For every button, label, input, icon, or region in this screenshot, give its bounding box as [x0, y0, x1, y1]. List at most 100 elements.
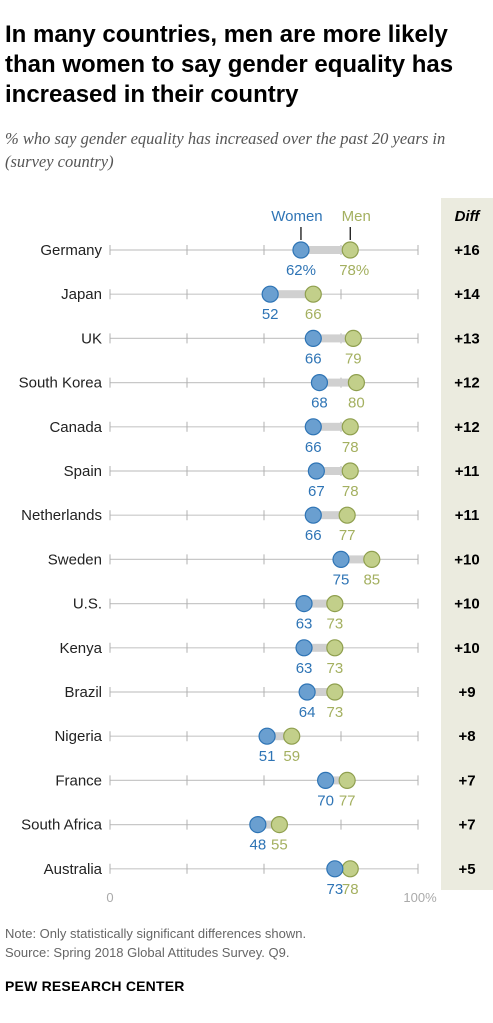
women-dot	[332, 550, 350, 569]
women-dot	[307, 462, 325, 480]
dot-plot-chart: Diff Women Men 62% 78% Germany +16 52 66 Japan +14…	[19, 198, 493, 905]
country-label: Germany	[40, 242, 102, 259]
gap-connector	[304, 643, 335, 652]
men-dot	[341, 462, 359, 480]
gap-connector	[313, 511, 348, 520]
gap-connector	[319, 378, 357, 387]
country-label: Canada	[49, 419, 102, 436]
women-dot	[292, 241, 310, 259]
diff-value: +7	[458, 772, 475, 789]
diff-value: +5	[458, 861, 475, 878]
women-value-label: 75	[333, 571, 350, 588]
diff-column-background	[441, 198, 493, 890]
men-value-label: 85	[363, 571, 380, 588]
men-dot	[338, 506, 356, 524]
women-dot	[298, 683, 316, 701]
women-value-label: 64	[299, 704, 316, 721]
diff-header: Diff	[455, 208, 482, 225]
women-dot	[326, 860, 344, 878]
men-value-label: 77	[339, 792, 356, 809]
women-value-label: 66	[305, 527, 322, 544]
men-dot	[347, 374, 365, 392]
country-label: Kenya	[59, 640, 102, 657]
country-label: Australia	[44, 861, 103, 878]
gap-connector	[341, 555, 372, 564]
men-value-label: 73	[326, 616, 343, 633]
women-dot	[249, 815, 267, 834]
diff-value: +8	[458, 728, 475, 745]
chart-title: In many countries, men are more likely t…	[5, 21, 454, 108]
men-dot	[326, 639, 344, 657]
women-value-label: 73	[326, 881, 343, 898]
diff-value: +16	[454, 242, 479, 259]
brand-logo-text: PEW RESEARCH CENTER	[5, 978, 185, 994]
women-value-label: 67	[308, 483, 325, 500]
women-dot	[295, 639, 313, 657]
men-value-label: 59	[283, 748, 300, 765]
chart-subtitle: % who say gender equality has increased …	[5, 129, 446, 171]
country-label: South Korea	[19, 375, 103, 392]
women-value-label: 51	[259, 748, 276, 765]
men-dot	[341, 860, 359, 878]
diff-value: +11	[455, 463, 480, 480]
women-dot	[295, 594, 313, 613]
women-dot	[317, 771, 335, 790]
men-dot	[344, 329, 362, 347]
women-value-label: 66	[305, 350, 322, 367]
gap-connector	[307, 688, 335, 696]
gap-connector	[300, 246, 351, 254]
men-value-label: 80	[348, 395, 365, 412]
diff-value: +12	[454, 375, 479, 392]
men-value-label: 73	[326, 704, 343, 721]
country-label: Japan	[61, 286, 102, 303]
diff-value: +10	[454, 640, 479, 657]
men-value-label: 78	[342, 881, 359, 898]
country-label: Brazil	[64, 684, 102, 701]
women-dot	[261, 285, 279, 303]
axis-min-label: 0	[106, 890, 113, 905]
source-text: Source: Spring 2018 Global Attitudes Sur…	[5, 945, 290, 960]
country-label: France	[55, 772, 102, 789]
men-dot	[326, 594, 344, 613]
country-label: Spain	[64, 463, 102, 480]
diff-value: +7	[458, 817, 475, 834]
women-dot	[258, 727, 276, 745]
men-dot	[270, 815, 288, 834]
axis-max-label: 100%	[403, 890, 437, 905]
men-dot	[326, 683, 344, 701]
men-dot	[283, 727, 301, 745]
country-label: U.S.	[73, 596, 102, 613]
men-dot	[341, 241, 359, 259]
country-label: Sweden	[48, 551, 102, 568]
women-value-label: 52	[262, 306, 279, 323]
women-value-label: 62%	[286, 262, 316, 279]
men-value-label: 78%	[339, 262, 369, 279]
men-value-label: 66	[305, 306, 322, 323]
gap-connector	[313, 334, 354, 343]
men-value-label: 77	[339, 527, 356, 544]
men-value-label: 73	[326, 660, 343, 677]
women-dot	[304, 329, 322, 347]
men-dot	[341, 418, 359, 436]
women-value-label: 48	[249, 837, 266, 854]
diff-value: +10	[454, 551, 479, 568]
gap-connector	[313, 422, 351, 431]
men-value-label: 55	[271, 837, 288, 854]
women-dot	[310, 374, 329, 392]
legend-women: Women	[271, 208, 322, 225]
women-value-label: 68	[311, 395, 328, 412]
country-label: Nigeria	[54, 728, 102, 745]
men-value-label: 78	[342, 439, 359, 456]
gap-connector	[325, 776, 348, 785]
women-dot	[304, 418, 322, 436]
gap-connector	[267, 732, 292, 741]
diff-value: +11	[455, 507, 480, 524]
diff-value: +10	[454, 596, 479, 613]
country-label: South Africa	[21, 817, 103, 834]
women-value-label: 63	[296, 660, 313, 677]
note-text: Note: Only statistically significant dif…	[5, 926, 307, 941]
women-value-label: 63	[296, 616, 313, 633]
gap-connector	[316, 467, 351, 475]
country-label: UK	[81, 330, 102, 347]
men-dot	[363, 550, 381, 569]
